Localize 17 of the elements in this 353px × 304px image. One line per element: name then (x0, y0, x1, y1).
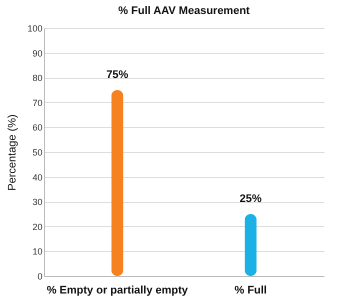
y-tick-label: 40 (32, 172, 42, 182)
x-tick-label: % Empty or partially empty (46, 284, 189, 296)
y-tick-label: 30 (32, 197, 42, 208)
data-label: 75% (106, 69, 129, 81)
y-tick-label: 10 (32, 246, 42, 257)
y-axis-title: Percentage (%) (6, 114, 18, 191)
y-tick-label: 80 (32, 73, 42, 84)
y-tick-label: 0 (37, 272, 42, 282)
y-tick-label: 60 (32, 122, 42, 133)
x-tick-label: % Full (234, 284, 267, 296)
y-tick-label: 90 (32, 48, 42, 58)
y-tick-label: 20 (32, 222, 42, 232)
y-tick-label: 50 (32, 148, 42, 158)
y-tick-label: 70 (32, 98, 42, 108)
chart-title: % Full AAV Measurement (118, 5, 250, 17)
y-tick-label: 100 (27, 24, 42, 34)
data-label: 25% (240, 193, 262, 205)
